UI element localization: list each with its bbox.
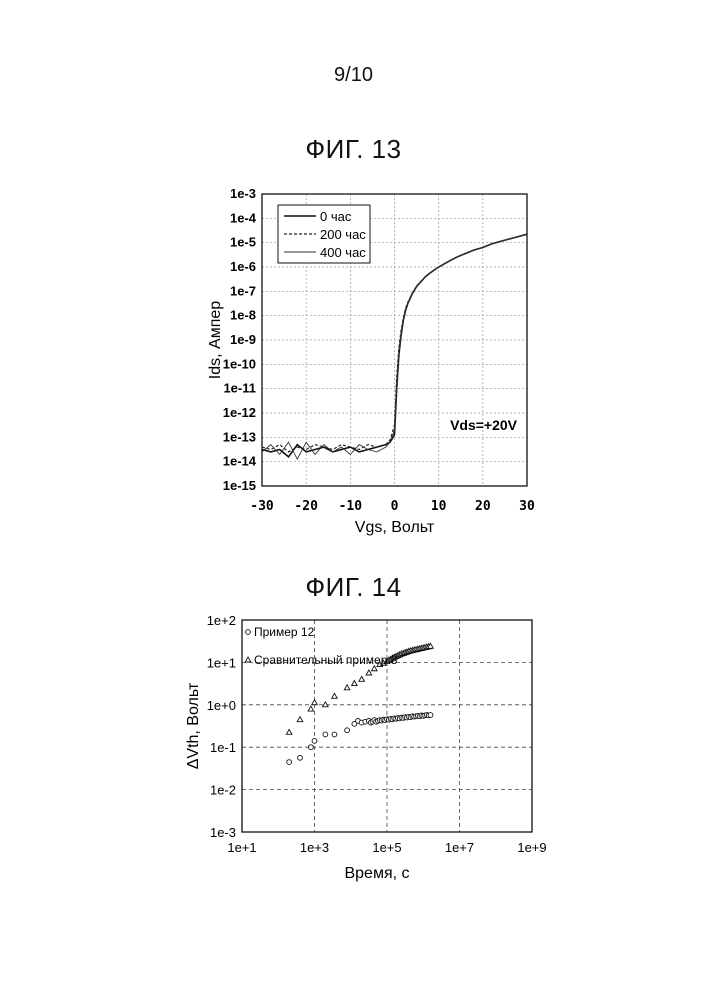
fig14-y-tick-label: 1e-1	[210, 740, 236, 755]
fig13-legend-label: 400 час	[320, 245, 366, 260]
fig14-x-tick-label: 1e+3	[300, 840, 329, 855]
fig13-legend-label: 200 час	[320, 227, 366, 242]
fig14-point-circle	[287, 760, 292, 765]
fig14-point-triangle	[312, 700, 318, 705]
fig14-point-circle	[332, 732, 337, 737]
fig14-y-tick-label: 1e+2	[207, 613, 236, 628]
fig14-y-tick-label: 1e-3	[210, 825, 236, 840]
fig14-legend-label: Сравнительный пример 8	[254, 653, 398, 667]
fig14-point-circle	[298, 755, 303, 760]
fig14-y-axis-label: ΔVth, Вольт	[185, 682, 202, 769]
figures-canvas: 1e-31e-41e-51e-61e-71e-81e-91e-101e-111e…	[0, 0, 707, 1000]
fig13-y-tick-label: 1e-6	[230, 259, 256, 274]
fig14-chart: 1e+21e+11e+01e-11e-21e-31e+11e+31e+51e+7…	[185, 613, 547, 882]
fig13-y-tick-label: 1e-13	[223, 429, 256, 444]
fig13-y-tick-label: 1e-4	[230, 210, 257, 225]
fig14-point-triangle	[344, 685, 350, 690]
fig14-point-circle	[428, 713, 433, 718]
fig14-series-0	[287, 713, 433, 765]
fig13-x-tick-label: -10	[339, 499, 363, 514]
fig14-y-tick-label: 1e+0	[207, 698, 236, 713]
fig14-x-tick-label: 1e+9	[517, 840, 546, 855]
fig13-y-axis-label: Ids, Ампер	[207, 301, 224, 379]
fig14-x-axis-label: Время, с	[344, 865, 409, 882]
fig14-legend-label: Пример 12	[254, 625, 315, 639]
fig13-y-tick-label: 1e-10	[223, 356, 256, 371]
fig14-point-circle	[312, 738, 317, 743]
fig13-y-tick-label: 1e-11	[223, 381, 256, 396]
fig13-x-axis-label: Vgs, Вольт	[355, 519, 435, 536]
fig13-y-tick-label: 1e-14	[223, 454, 257, 469]
fig13-y-tick-label: 1e-12	[223, 405, 256, 420]
fig14-point-circle	[323, 732, 328, 737]
fig13-x-tick-label: 0	[391, 499, 399, 514]
fig13-y-tick-label: 1e-8	[230, 308, 256, 323]
fig13-y-tick-label: 1e-9	[230, 332, 256, 347]
fig13-x-tick-label: 30	[519, 499, 535, 514]
fig14-y-tick-label: 1e+1	[207, 655, 236, 670]
fig14-point-triangle	[366, 670, 372, 675]
fig14-point-triangle	[308, 706, 314, 711]
fig13-x-tick-label: 10	[431, 499, 447, 514]
fig14-point-triangle	[323, 702, 329, 707]
fig14-point-triangle	[359, 676, 365, 681]
fig14-x-tick-label: 1e+5	[372, 840, 401, 855]
fig13-y-tick-label: 1e-3	[230, 186, 256, 201]
fig14-legend-marker-triangle	[245, 657, 251, 662]
fig14-point-triangle	[352, 681, 358, 686]
fig13-chart: 1e-3 1e-4 1e-5 1e-6 1e-7 1e-8 1e-9 1e-10 1e-11 1e…	[207, 186, 535, 536]
fig14-legend-marker-circle	[246, 630, 251, 635]
fig14-point-triangle	[286, 729, 292, 734]
fig13-annotation: Vds=+20V	[450, 417, 518, 433]
fig14-x-tick-label: 1e+7	[445, 840, 474, 855]
fig13-x-tick-label: 20	[475, 499, 491, 514]
fig13-legend-label: 0 час	[320, 209, 352, 224]
fig14-point-circle	[345, 728, 350, 733]
fig14-x-tick-label: 1e+1	[227, 840, 256, 855]
fig13-x-tick-label: -20	[294, 499, 318, 514]
fig14-point-triangle	[297, 717, 303, 722]
fig13-x-tick-label: -30	[250, 499, 274, 514]
fig14-point-circle	[308, 745, 313, 750]
fig13-y-tick-label: 1e-7	[230, 283, 256, 298]
fig13-y-tick-label: 1e-5	[230, 235, 256, 250]
fig14-y-tick-label: 1e-2	[210, 783, 236, 798]
fig14-point-triangle	[332, 693, 338, 698]
fig13-y-tick-label: 1e-15	[223, 478, 256, 493]
